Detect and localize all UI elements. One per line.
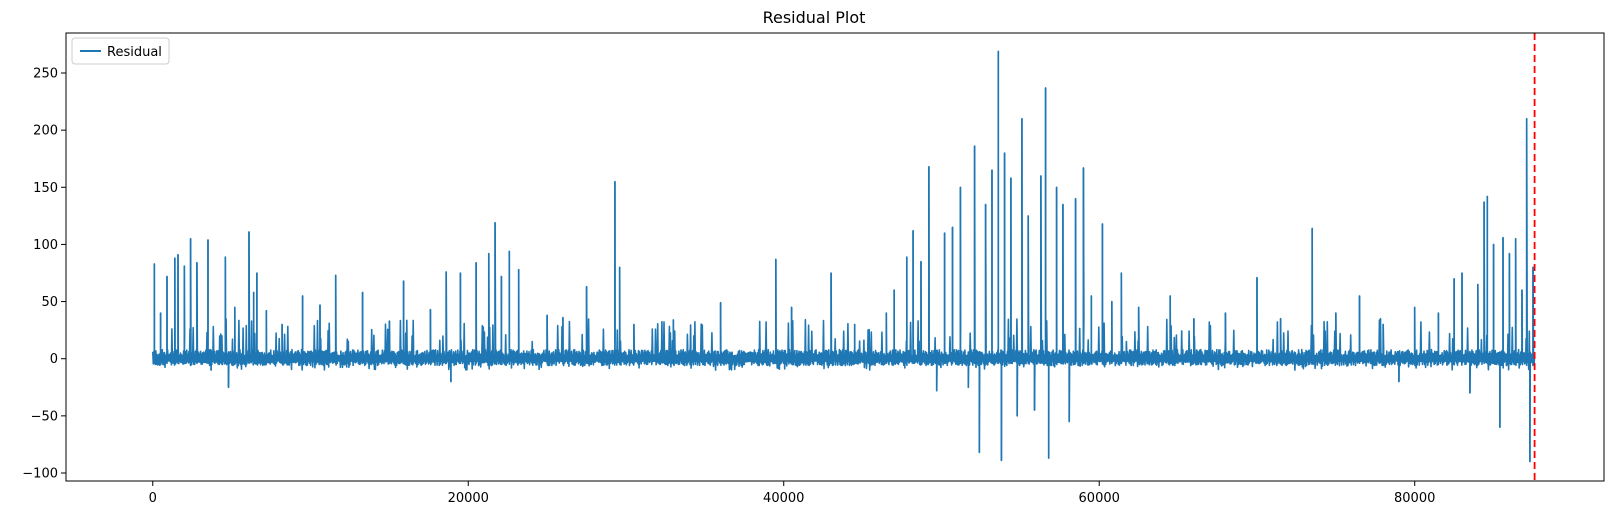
y-tick-label: 100 <box>33 238 58 253</box>
plot-area <box>152 50 1536 463</box>
legend: Residual <box>71 37 170 65</box>
y-tick-label: 0 <box>50 352 58 367</box>
x-axis: 0 20000 40000 60000 80000 <box>149 481 1435 506</box>
chart-title: Residual Plot <box>763 8 866 27</box>
x-tick-label: 60000 <box>1079 491 1120 506</box>
y-tick-label: −50 <box>31 409 58 424</box>
x-tick-label: 80000 <box>1394 491 1435 506</box>
y-tick-label: 150 <box>33 181 58 196</box>
y-tick-label: 250 <box>33 67 58 82</box>
y-tick-label: 200 <box>33 124 58 139</box>
legend-label-residual: Residual <box>107 45 162 60</box>
y-tick-label: −100 <box>22 467 58 482</box>
y-axis: −100 −50 0 50 100 150 200 250 <box>22 67 66 482</box>
x-tick-label: 20000 <box>448 491 489 506</box>
legend-box <box>71 37 170 65</box>
y-tick-label: 50 <box>41 295 58 310</box>
plot-frame <box>65 32 1605 482</box>
x-tick-label: 40000 <box>763 491 804 506</box>
series-line-residual <box>152 50 1536 463</box>
x-tick-label: 0 <box>149 491 157 506</box>
